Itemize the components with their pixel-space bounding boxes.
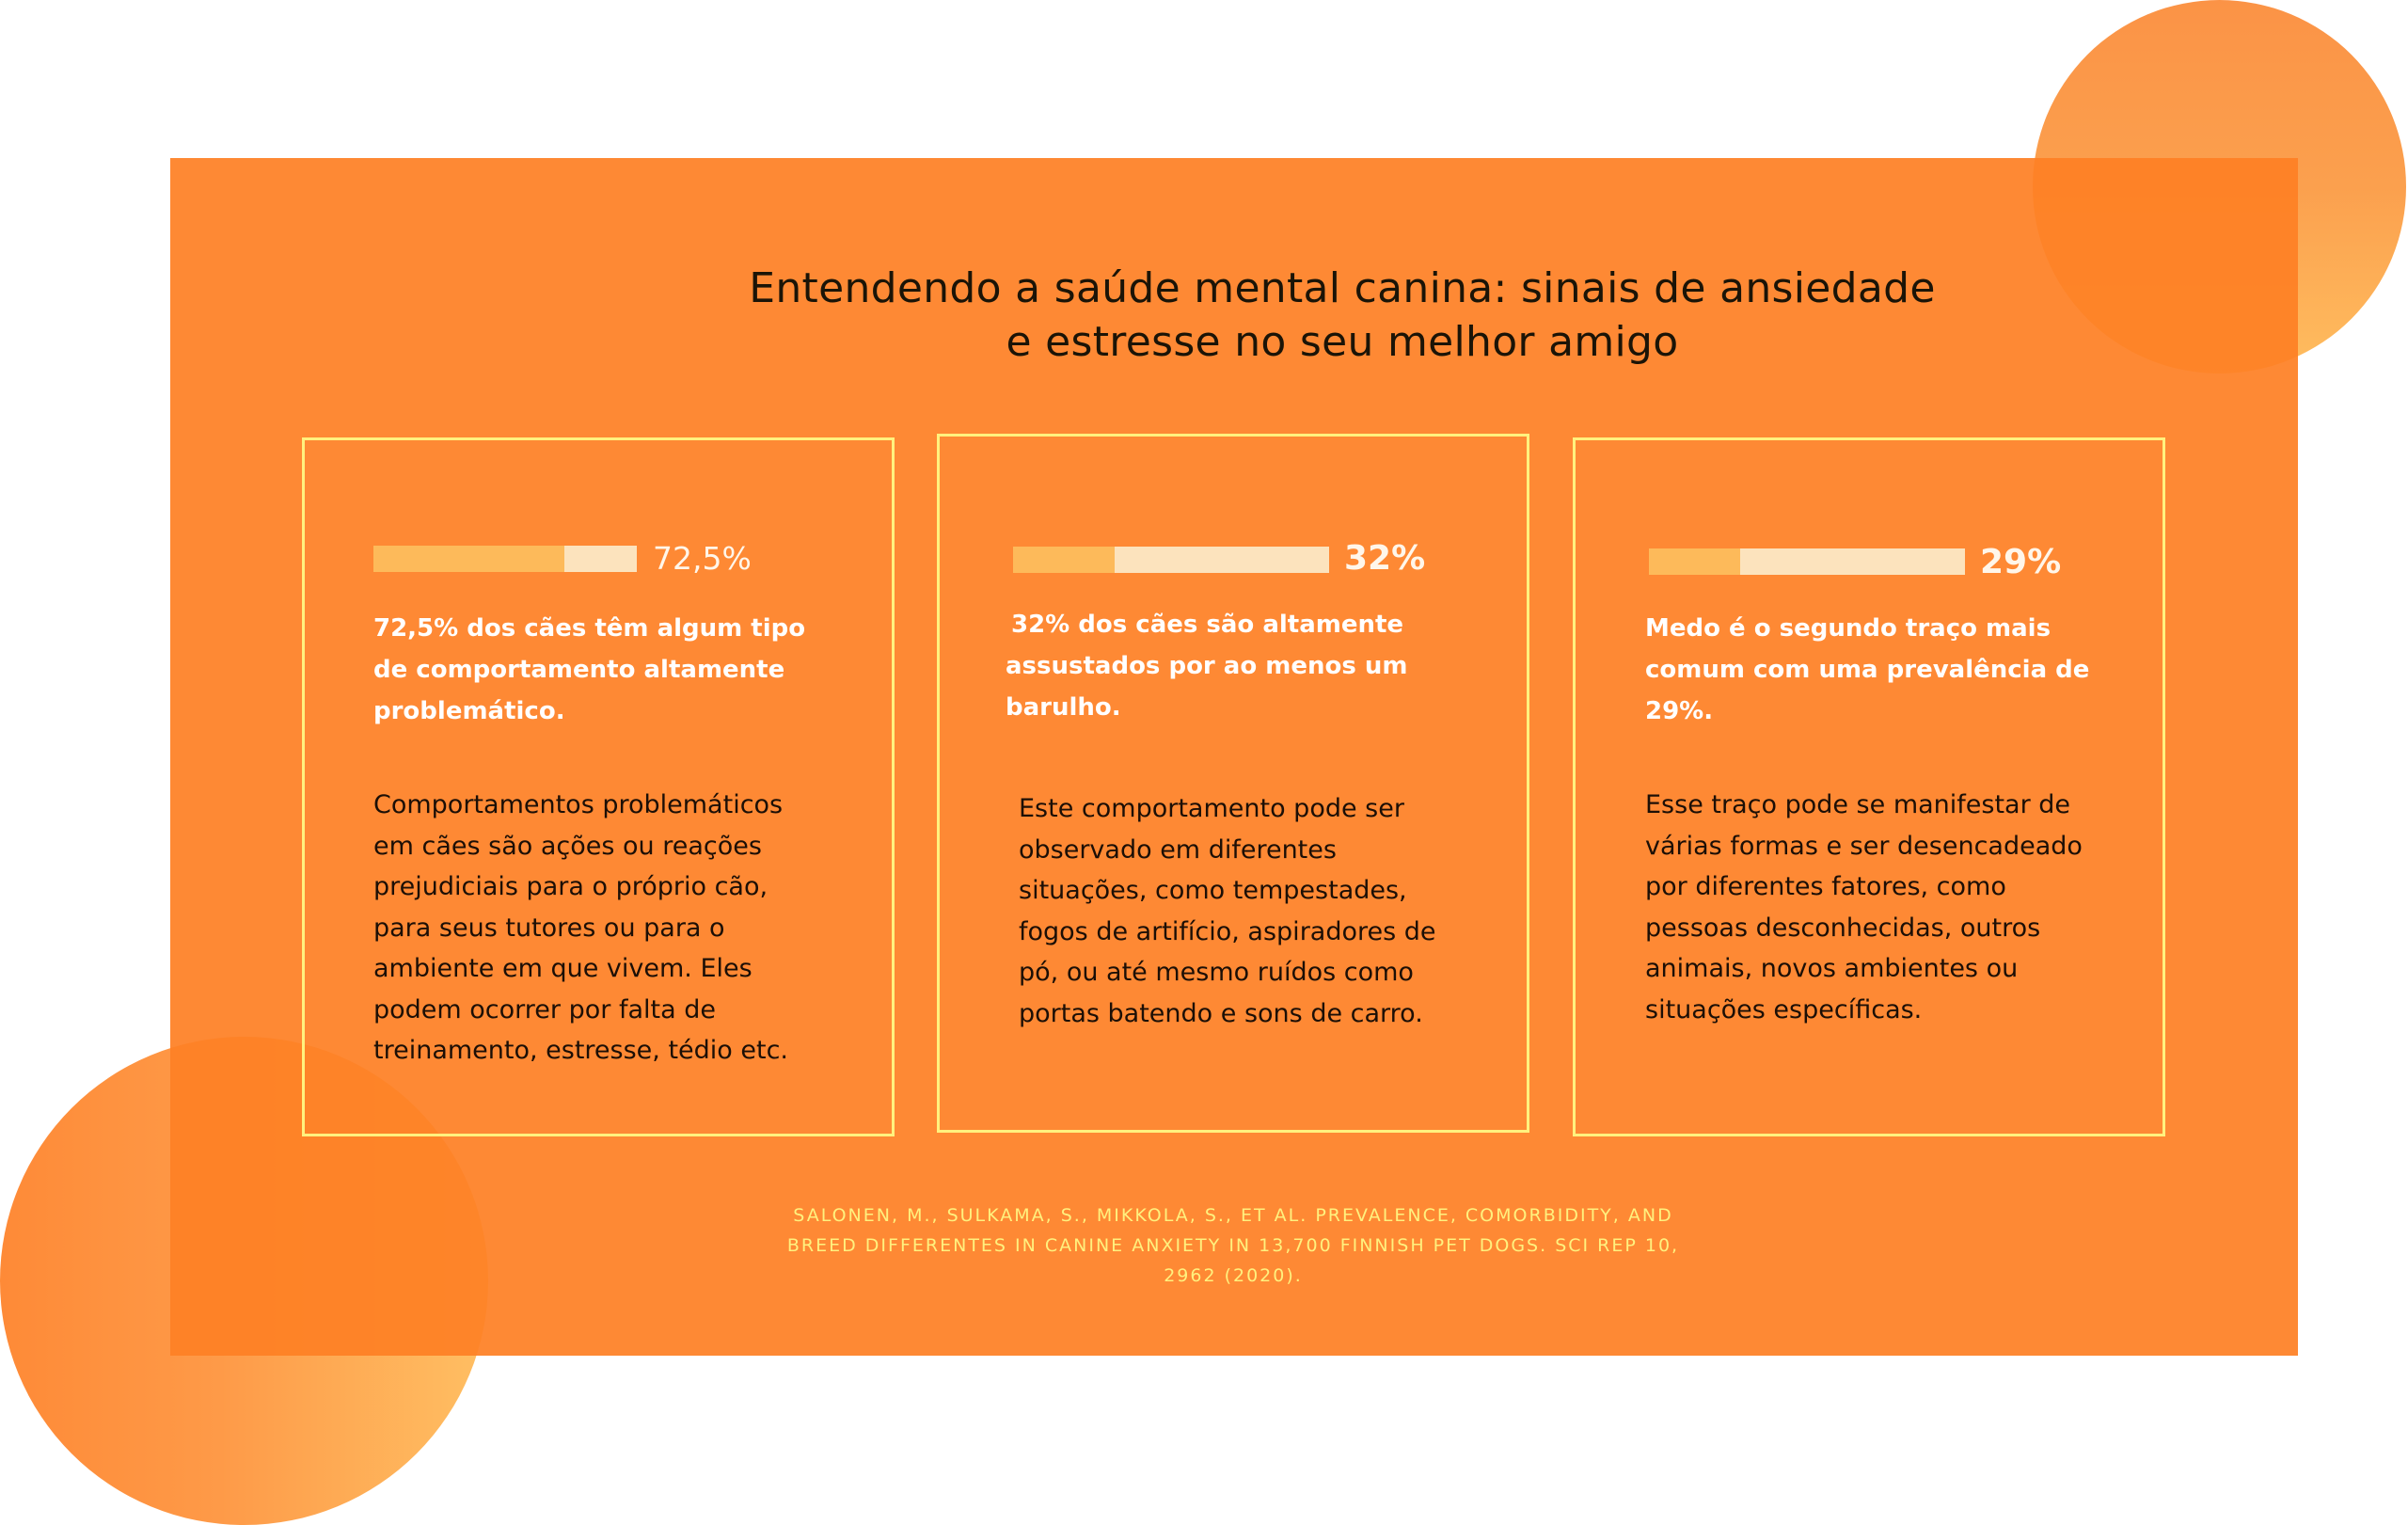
percent-label: 29% (1980, 543, 2062, 581)
progress-bar (1013, 547, 1329, 573)
stat-description: Esse traço pode se manifestar de várias … (1645, 790, 2083, 1025)
percent-label: 32% (1344, 539, 1426, 578)
stat-headline: Medo é o segundo traço mais comum com um… (1645, 614, 2090, 725)
stat-headline: 32% dos cães são altamente assustados po… (1006, 611, 1408, 722)
progress-bar (373, 546, 637, 572)
page-title: Entendendo a saúde mental canina: sinais… (749, 264, 1936, 366)
stat-card-2: 32% 32% dos cães são altamente assustado… (937, 434, 1529, 1133)
stat-card-3: 29% Medo é o segundo traço mais comum co… (1573, 437, 2165, 1136)
progress-bar-fill (1013, 547, 1115, 573)
stat-description: Comportamentos problemáticos em cães são… (373, 790, 789, 1065)
infographic-panel: Entendendo a saúde mental canina: sinais… (170, 158, 2298, 1356)
stat-description: Este comportamento pode ser observado em… (1019, 794, 1436, 1028)
progress-bar-fill (373, 546, 564, 572)
stat-headline: 72,5% dos cães têm algum tipo de comport… (373, 614, 806, 725)
progress-bar (1649, 548, 1965, 575)
stat-card-1: 72,5% 72,5% dos cães têm algum tipo de c… (302, 437, 895, 1136)
percent-label: 72,5% (653, 540, 752, 577)
source-citation: SALONEN, M., SULKAMA, S., MIKKOLA, S., E… (786, 1205, 1680, 1286)
progress-bar-fill (1649, 548, 1741, 575)
